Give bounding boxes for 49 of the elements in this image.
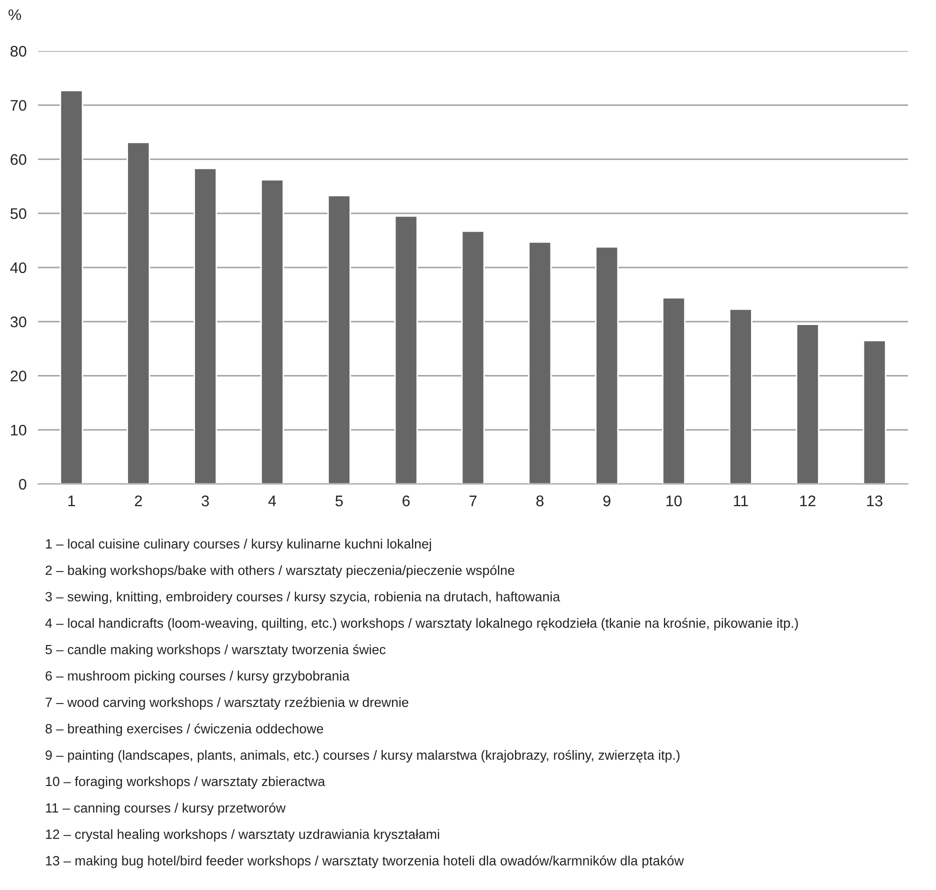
y-tick-label: 10 <box>11 424 26 436</box>
text: 1 – local cuisine culinary courses / kursy kulinarne kuchni lokalnej <box>46 538 431 552</box>
y-tick-label: 80 <box>10 46 26 57</box>
x-tick-label: 9 <box>603 496 610 506</box>
y-tick-label: 20 <box>10 370 26 382</box>
text: 7 – wood carving workshops / warsztaty rzeźbienia w drewnie <box>46 697 408 710</box>
bar <box>796 324 820 484</box>
y-tick-label: 40 <box>10 262 26 274</box>
x-tick-label: 2 <box>134 496 142 506</box>
y-tick-label: 50 <box>10 208 26 220</box>
text: 5 – candle making workshops / warsztaty tworzenia świec <box>46 644 386 657</box>
y-tick-label: 60 <box>10 154 26 165</box>
bar <box>728 308 752 484</box>
x-tick-label: 1 <box>68 496 75 506</box>
x-tick-label: 12 <box>800 496 816 506</box>
text: 4 – local handicrafts (loom-weaving, quilting, etc.) workshops / warsztaty lokalnego rękodzieła (tkanie na krośnie, pikowanie itp.) <box>45 618 798 630</box>
x-tick-label: 3 <box>202 496 209 506</box>
bar <box>595 246 619 484</box>
text: 2 – baking workshops/bake with others / warsztaty pieczenia/pieczenie wspólne <box>46 565 514 578</box>
y-tick-label: 30 <box>10 316 26 328</box>
y-tick-label: 0 <box>18 478 26 490</box>
bar <box>862 340 886 484</box>
text: 8 – breathing exercises / ćwiczenia oddechowe <box>46 724 324 736</box>
bar <box>60 90 84 484</box>
bar <box>528 241 552 484</box>
bar <box>662 297 686 484</box>
x-tick-label: 11 <box>734 496 748 506</box>
text: 12 – crystal healing workshops / warsztaty uzdrawiania kryształami <box>46 829 440 842</box>
bar <box>194 168 218 484</box>
text: 6 – mushroom picking courses / kursy grzybobrania <box>46 670 350 684</box>
bar <box>260 179 284 484</box>
x-tick-label: 8 <box>536 496 544 506</box>
x-tick-label: 6 <box>402 496 410 506</box>
y-axis-title: % <box>8 9 22 20</box>
x-tick-label: 5 <box>336 496 343 506</box>
bar <box>461 230 485 484</box>
x-tick-label: 13 <box>867 496 882 506</box>
x-tick-label: 4 <box>268 496 276 506</box>
x-tick-label: 10 <box>666 496 682 506</box>
text: 9 – painting (landscapes, plants, animals, etc.) courses / kursy malarstwa (krajobrazy, rośliny, zwierzęta itp.) <box>46 750 680 762</box>
bar <box>394 215 418 484</box>
text: 10 – foraging workshops / warsztaty zbieractwa <box>46 776 326 789</box>
y-tick-label: 70 <box>10 100 26 111</box>
bar <box>126 142 150 484</box>
text: 13 – making bug hotel/bird feeder workshops / warsztaty tworzenia hoteli dla owadów/karmników dla ptaków <box>46 856 684 868</box>
text: 11 – canning courses / kursy przetworów <box>46 802 286 816</box>
text: 3 – sewing, knitting, embroidery courses / kursy szycia, robienia na drutach, haftowania <box>46 592 560 604</box>
bar <box>327 194 351 484</box>
x-tick-label: 7 <box>470 496 476 506</box>
